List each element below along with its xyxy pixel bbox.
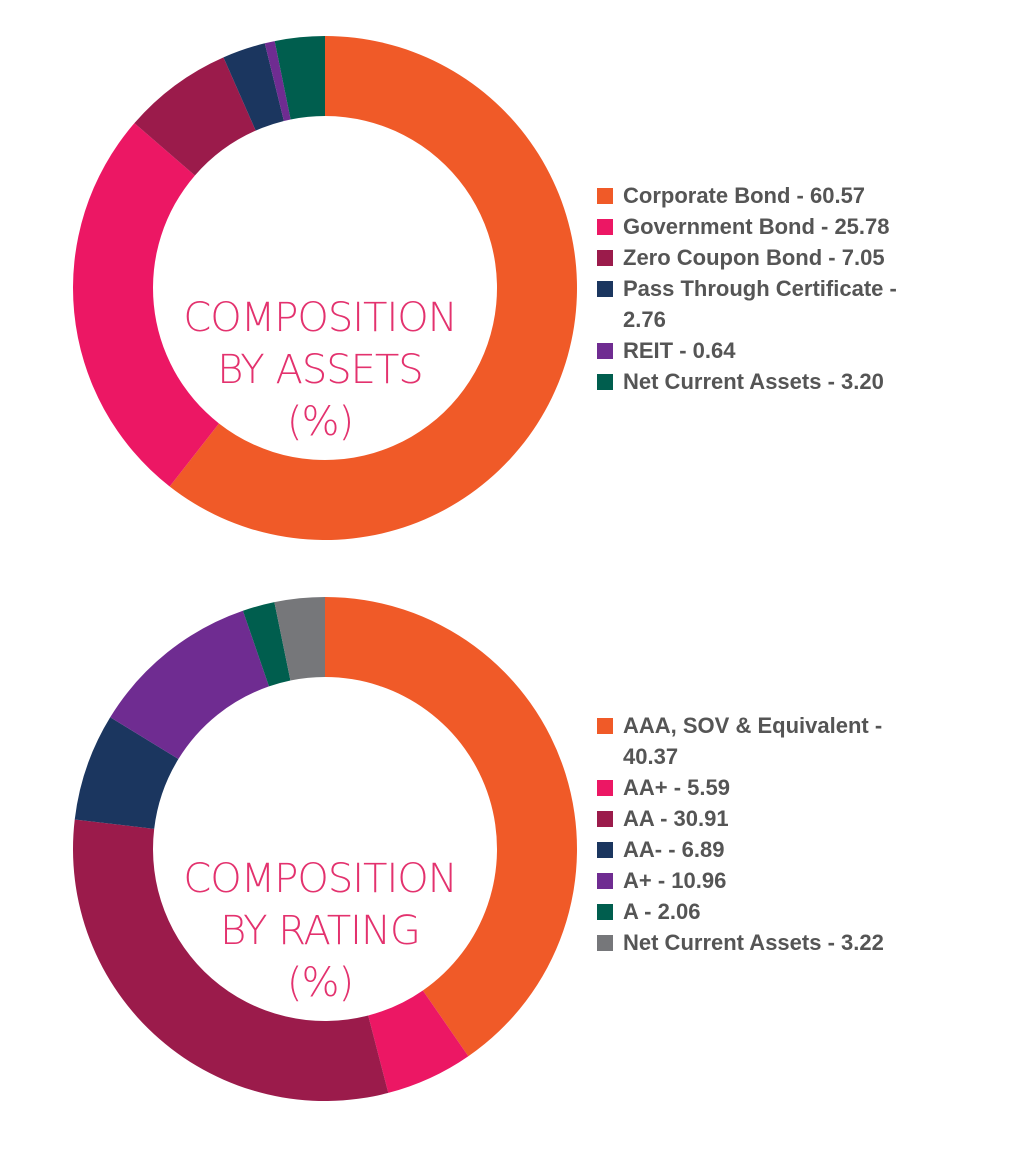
legend-label: A - 2.06	[623, 899, 701, 924]
legend-swatch	[597, 811, 613, 827]
title-line: (%)	[286, 960, 354, 1006]
rating-chart-title: COMPOSITION BY RATING (%)	[150, 853, 490, 1009]
legend-swatch	[597, 343, 613, 359]
rating-donut	[72, 597, 578, 1101]
donut-slice	[72, 819, 389, 1101]
rating-legend: AAA, SOV & Equivalent - 40.37 AA+ - 5.59 A…	[597, 710, 923, 958]
legend-label: A+ - 10.96	[623, 868, 727, 893]
donut-slice	[74, 717, 179, 829]
donut-slice	[169, 36, 578, 540]
legend-label: AA+ - 5.59	[623, 775, 730, 800]
legend-swatch	[597, 374, 613, 390]
legend-label: AA- - 6.89	[623, 837, 725, 862]
title-line: BY RATING	[220, 908, 421, 954]
legend-swatch	[597, 935, 613, 951]
donut-slice	[223, 43, 284, 131]
legend-label: REIT - 0.64	[623, 338, 736, 363]
legend-item: A - 2.06	[597, 896, 923, 927]
legend-item: A+ - 10.96	[597, 865, 923, 896]
assets-chart-title: COMPOSITION BY ASSETS (%)	[150, 292, 490, 448]
legend-item: Corporate Bond - 60.57	[597, 180, 923, 211]
legend-item: REIT - 0.64	[597, 335, 923, 366]
legend-label: Net Current Assets - 3.20	[623, 369, 884, 394]
legend-item: Zero Coupon Bond - 7.05	[597, 242, 923, 273]
legend-item: AAA, SOV & Equivalent - 40.37	[597, 710, 923, 772]
legend-swatch	[597, 873, 613, 889]
donut-slice	[325, 597, 578, 1057]
rating-chart: COMPOSITION BY RATING (%) AAA, SOV & Equ…	[0, 561, 1015, 1121]
legend-label: Net Current Assets - 3.22	[623, 930, 884, 955]
title-line: (%)	[286, 399, 354, 445]
assets-chart: COMPOSITION BY ASSETS (%) Corporate Bond…	[0, 0, 1015, 560]
legend-swatch	[597, 219, 613, 235]
donut-slice	[242, 602, 291, 687]
legend-item: Net Current Assets - 3.20	[597, 366, 923, 397]
donut-slice	[134, 57, 256, 176]
title-line: COMPOSITION	[183, 856, 457, 902]
legend-swatch	[597, 250, 613, 266]
legend-swatch	[597, 188, 613, 204]
donut-slice	[264, 41, 291, 121]
donut-slice	[274, 597, 325, 681]
legend-label: Corporate Bond - 60.57	[623, 183, 866, 208]
legend-item: AA- - 6.89	[597, 834, 923, 865]
legend-swatch	[597, 718, 613, 734]
legend-item: AA - 30.91	[597, 803, 923, 834]
legend-label: Pass Through Certificate - 2.76	[623, 276, 897, 332]
legend-swatch	[597, 780, 613, 796]
legend-label: Government Bond - 25.78	[623, 214, 890, 239]
legend-item: Net Current Assets - 3.22	[597, 927, 923, 958]
donut-slice	[73, 123, 219, 487]
legend-label: AAA, SOV & Equivalent - 40.37	[623, 713, 883, 769]
legend-swatch	[597, 904, 613, 920]
legend-item: AA+ - 5.59	[597, 772, 923, 803]
donut-slice	[368, 990, 469, 1093]
title-line: BY ASSETS	[217, 347, 423, 393]
donut-slice	[110, 610, 269, 760]
legend-label: AA - 30.91	[623, 806, 729, 831]
title-line: COMPOSITION	[183, 295, 457, 341]
legend-item: Pass Through Certificate - 2.76	[597, 273, 923, 335]
legend-swatch	[597, 281, 613, 297]
legend-swatch	[597, 842, 613, 858]
assets-legend: Corporate Bond - 60.57 Government Bond - …	[597, 180, 923, 397]
legend-item: Government Bond - 25.78	[597, 211, 923, 242]
legend-label: Zero Coupon Bond - 7.05	[623, 245, 885, 270]
donut-slice	[274, 36, 325, 120]
assets-donut	[73, 36, 578, 540]
